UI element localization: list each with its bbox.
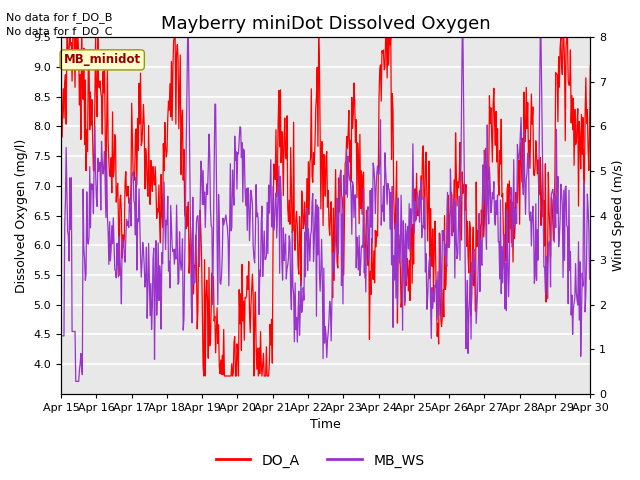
Line: MB_WS: MB_WS [61,37,590,381]
MB_WS [407,206,415,212]
MB_WS [72,378,79,384]
Title: Mayberry miniDot Dissolved Oxygen: Mayberry miniDot Dissolved Oxygen [161,15,490,33]
Text: MB_minidot: MB_minidot [63,53,141,66]
DO_A [204,355,212,361]
Text: No data for f_DO_B: No data for f_DO_B [6,12,113,23]
MB_WS [204,164,212,169]
MB_WS [67,227,74,232]
DO_A [67,40,75,46]
MB_WS [184,35,191,40]
Text: No data for f_DO_C: No data for f_DO_C [6,26,113,37]
MB_WS [586,255,594,261]
Legend: DO_A, MB_WS: DO_A, MB_WS [210,448,430,473]
DO_A [57,74,65,80]
Y-axis label: Dissolved Oxygen (mg/l): Dissolved Oxygen (mg/l) [15,138,28,293]
Y-axis label: Wind Speed (m/s): Wind Speed (m/s) [612,160,625,271]
DO_A [63,35,71,40]
DO_A [407,227,415,233]
Line: DO_A: DO_A [61,37,590,376]
DO_A [200,373,207,379]
X-axis label: Time: Time [310,419,341,432]
MB_WS [392,220,399,226]
DO_A [176,90,184,96]
DO_A [122,169,130,175]
MB_WS [122,236,130,241]
MB_WS [57,333,65,339]
MB_WS [176,229,184,235]
DO_A [392,226,399,232]
DO_A [586,63,594,69]
